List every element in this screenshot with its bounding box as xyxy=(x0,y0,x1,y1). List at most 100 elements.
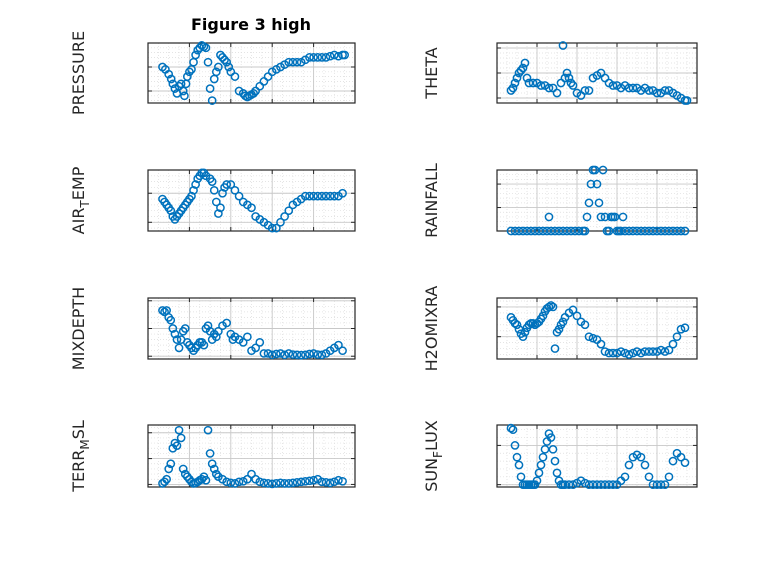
data-point xyxy=(656,480,666,489)
subplot-0: PRESSURE xyxy=(69,31,356,115)
data-point xyxy=(305,349,314,359)
figure-title: Figure 3 high xyxy=(191,15,311,34)
data-point xyxy=(624,460,634,470)
data-point xyxy=(618,212,628,222)
data-point xyxy=(271,349,281,359)
data-point xyxy=(510,441,520,450)
data-point xyxy=(594,198,604,208)
data-point xyxy=(338,188,347,198)
data-point xyxy=(544,302,554,312)
data-point xyxy=(222,57,232,67)
data-point xyxy=(325,478,335,488)
y-axis-label-part: MIXDEPTH xyxy=(69,287,88,370)
subplot-5: H2OMIXRA xyxy=(422,286,698,371)
data-point xyxy=(558,41,568,50)
data-point xyxy=(288,350,298,359)
data-point xyxy=(664,472,674,482)
data-point xyxy=(676,226,686,236)
axes-box xyxy=(496,297,698,360)
data-point xyxy=(512,320,522,330)
data-point xyxy=(508,83,518,93)
data-point xyxy=(176,433,186,443)
data-point xyxy=(636,452,646,462)
data-point xyxy=(309,53,318,62)
data-point xyxy=(584,332,594,342)
data-point xyxy=(672,226,682,236)
data-point xyxy=(538,311,548,321)
data-point xyxy=(207,459,217,469)
data-point xyxy=(596,480,606,489)
data-point xyxy=(292,57,302,67)
data-point xyxy=(284,349,294,358)
axes-box xyxy=(147,424,356,488)
data-point xyxy=(230,72,240,81)
data-point xyxy=(238,338,248,347)
axes-layer: PRESSURE THETA AIRTEMP RAINFALL MIXDEPTH H2OM… xyxy=(69,31,698,493)
data-point xyxy=(259,349,269,358)
data-point xyxy=(600,212,610,222)
data-point xyxy=(234,477,244,487)
data-point xyxy=(203,425,213,435)
subplot-4: MIXDEPTH xyxy=(69,287,356,370)
data-point xyxy=(566,78,576,88)
data-point xyxy=(238,476,248,486)
y-axis-label-part: SUN xyxy=(422,458,441,492)
data-point xyxy=(309,191,318,201)
data-point xyxy=(317,191,327,201)
data-point xyxy=(191,50,200,60)
data-point xyxy=(267,479,277,489)
data-point xyxy=(548,302,558,312)
data-point xyxy=(203,321,213,331)
data-point xyxy=(540,444,550,454)
data-point xyxy=(580,86,590,95)
data-point xyxy=(534,226,544,236)
data-point xyxy=(243,332,252,342)
data-point xyxy=(680,458,690,468)
data-point xyxy=(580,226,590,236)
data-point xyxy=(226,478,236,488)
data-point xyxy=(305,53,314,62)
y-axis-label-part: RAINFALL xyxy=(422,163,441,238)
data-point xyxy=(596,339,606,349)
data-point xyxy=(652,226,662,236)
data-point xyxy=(550,226,560,236)
data-point xyxy=(562,226,572,236)
data-point xyxy=(652,480,662,489)
data-point xyxy=(656,226,666,236)
data-point xyxy=(546,433,556,442)
data-point xyxy=(510,318,520,328)
data-point xyxy=(612,348,622,358)
data-point xyxy=(604,348,614,358)
data-point xyxy=(211,67,221,77)
data-point xyxy=(321,191,331,201)
axes-box xyxy=(147,42,356,104)
data-point xyxy=(530,226,540,236)
data-point xyxy=(644,86,654,95)
data-point xyxy=(508,425,518,435)
data-point xyxy=(313,53,323,62)
data-point xyxy=(180,91,189,101)
data-point xyxy=(255,477,265,487)
y-axis-label: MIXDEPTH xyxy=(69,287,88,370)
data-point xyxy=(552,88,562,98)
data-point xyxy=(506,226,516,236)
data-point xyxy=(510,226,520,236)
data-point xyxy=(536,81,546,90)
data-point xyxy=(568,480,578,489)
data-point xyxy=(296,350,306,360)
data-point xyxy=(214,62,223,72)
data-point xyxy=(532,476,542,486)
data-point xyxy=(321,478,331,487)
data-point xyxy=(640,226,650,236)
subplot-3: RAINFALL xyxy=(422,163,698,238)
data-point xyxy=(247,469,256,479)
data-point xyxy=(280,350,289,360)
data-point xyxy=(588,480,598,489)
data-point xyxy=(624,226,634,236)
data-point xyxy=(276,217,285,227)
data-point xyxy=(570,226,580,236)
data-point xyxy=(550,344,560,353)
data-point xyxy=(201,43,211,53)
data-point xyxy=(164,464,174,474)
data-point xyxy=(512,73,522,83)
